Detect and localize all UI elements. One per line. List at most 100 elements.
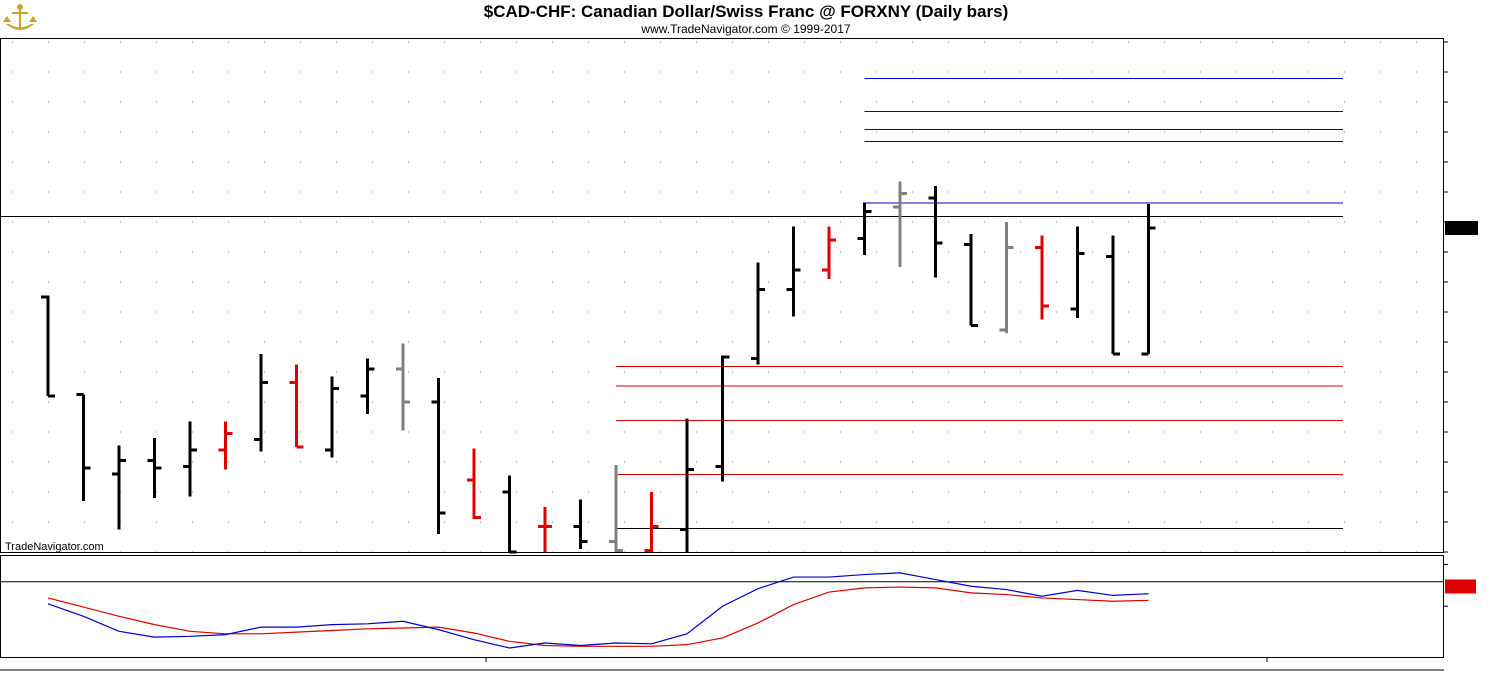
grid-dot (372, 251, 373, 253)
grid-dot (1344, 191, 1345, 193)
grid-dot (1200, 41, 1201, 43)
grid-dot (300, 431, 301, 433)
grid-dot (480, 41, 481, 43)
grid-dot (1308, 341, 1309, 343)
grid-dot (840, 161, 841, 163)
grid-dot (120, 41, 121, 43)
grid-dot (1380, 161, 1381, 163)
grid-dot (120, 221, 121, 223)
grid-dot (120, 401, 121, 403)
grid-dot (1164, 311, 1165, 313)
grid-dot (84, 131, 85, 133)
price-panel-frame (0, 38, 1444, 553)
grid-dot (1092, 131, 1093, 133)
grid-dot (228, 521, 229, 523)
grid-dot (84, 341, 85, 343)
grid-dot (372, 311, 373, 313)
grid-dot (336, 281, 337, 283)
grid-dot (1236, 341, 1237, 343)
grid-dot (1416, 341, 1417, 343)
grid-dot (192, 131, 193, 133)
grid-dot (1164, 281, 1165, 283)
ohlc-bar (218, 421, 233, 470)
grid-dot (372, 431, 373, 433)
grid-dot (768, 71, 769, 73)
grid-dot (444, 41, 445, 43)
grid-dot (984, 371, 985, 373)
grid-dot (480, 281, 481, 283)
grid-dot (300, 101, 301, 103)
grid-dot (516, 521, 517, 523)
grid-dot (444, 371, 445, 373)
grid-dot (1020, 461, 1021, 463)
grid-dot (408, 251, 409, 253)
grid-dot (1416, 251, 1417, 253)
grid-dot (804, 71, 805, 73)
grid-dot (768, 431, 769, 433)
grid-dot (1236, 311, 1237, 313)
grid-dot (948, 71, 949, 73)
grid-dot (1056, 491, 1057, 493)
grid-dot (372, 491, 373, 493)
grid-dot (372, 71, 373, 73)
ohlc-bar (76, 393, 91, 501)
grid-dot (948, 251, 949, 253)
grid-dot (588, 431, 589, 433)
grid-dot (336, 161, 337, 163)
grid-dot (732, 131, 733, 133)
grid-dot (552, 131, 553, 133)
grid-dot (228, 371, 229, 373)
grid-dot (1416, 371, 1417, 373)
grid-dot (1020, 401, 1021, 403)
grid-dot (732, 71, 733, 73)
grid-dot (1092, 431, 1093, 433)
grid-dot (1200, 461, 1201, 463)
grid-dot (444, 281, 445, 283)
grid-dot (552, 491, 553, 493)
grid-dot (156, 521, 157, 523)
grid-dot (696, 131, 697, 133)
grid-dot (300, 401, 301, 403)
grid-dot (840, 371, 841, 373)
grid-dot (300, 71, 301, 73)
grid-dot (264, 41, 265, 43)
grid-dot (876, 131, 877, 133)
grid-dot (120, 101, 121, 103)
grid-dot (1056, 131, 1057, 133)
grid-dot (1236, 371, 1237, 373)
grid-dot (1380, 41, 1381, 43)
grid-dot (804, 191, 805, 193)
grid-dot (156, 491, 157, 493)
grid-dot (1020, 491, 1021, 493)
grid-dot (120, 191, 121, 193)
grid-dot (1092, 251, 1093, 253)
grid-dot (408, 281, 409, 283)
grid-dot (120, 161, 121, 163)
grid-dot (1164, 341, 1165, 343)
grid-dot (1128, 221, 1129, 223)
grid-dot (804, 281, 805, 283)
ohlc-bar (467, 448, 481, 519)
ohlc-bar (893, 181, 907, 267)
grid-dot (876, 401, 877, 403)
grid-dot (588, 221, 589, 223)
grid-dot (552, 191, 553, 193)
grid-dot (624, 401, 625, 403)
grid-dot (336, 101, 337, 103)
grid-dot (480, 71, 481, 73)
grid-dot (624, 101, 625, 103)
grid-dot (1416, 461, 1417, 463)
grid-dot (1272, 251, 1273, 253)
grid-dot (1128, 161, 1129, 163)
grid-dot (984, 401, 985, 403)
grid-dot (1092, 41, 1093, 43)
grid-dot (264, 191, 265, 193)
grid-dot (1380, 251, 1381, 253)
grid-dot (1380, 401, 1381, 403)
grid-dot (588, 341, 589, 343)
grid-dot (840, 71, 841, 73)
grid-dot (696, 401, 697, 403)
grid-dot (300, 491, 301, 493)
ohlc-bar (1070, 226, 1085, 318)
grid-dot (732, 521, 733, 523)
